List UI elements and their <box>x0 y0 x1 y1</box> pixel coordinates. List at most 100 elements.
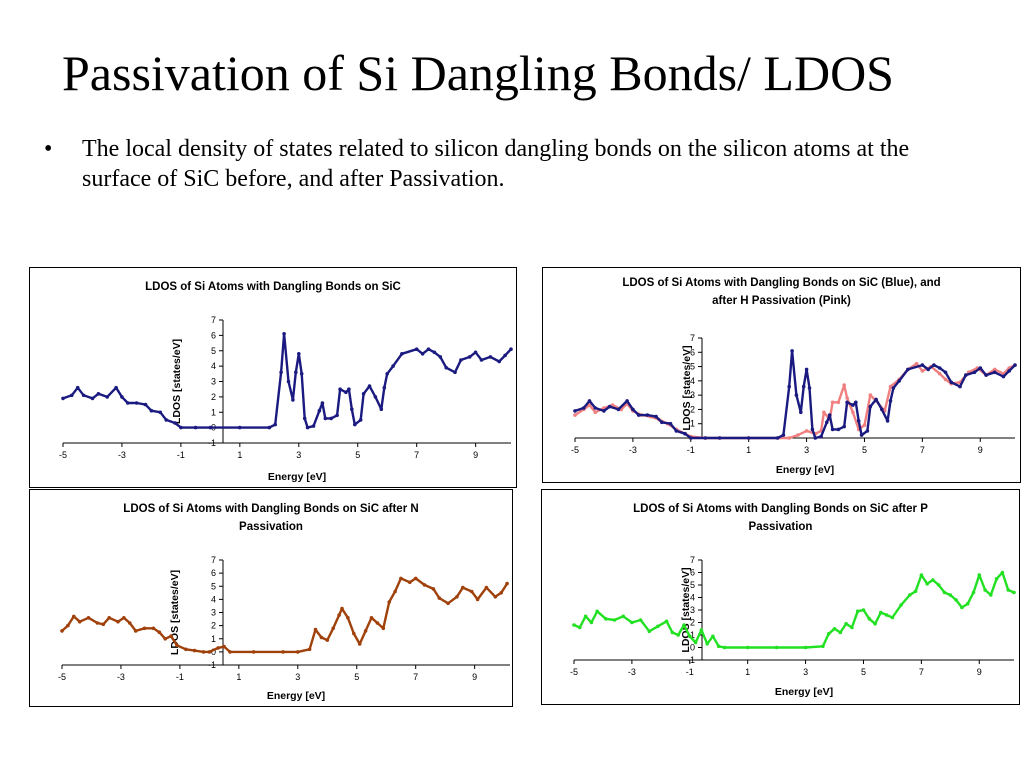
data-point <box>670 630 675 635</box>
data-point <box>587 403 592 407</box>
data-point <box>745 645 750 650</box>
x-axis-label: Energy [eV] <box>267 690 325 702</box>
data-point <box>72 614 76 619</box>
data-point <box>845 396 849 400</box>
chart-svg: LDOS of Si Atoms with Dangling Bonds on … <box>571 277 1017 476</box>
data-point <box>291 398 295 402</box>
data-point <box>836 400 841 405</box>
data-point <box>70 393 74 398</box>
data-point <box>61 396 65 401</box>
data-point <box>311 424 316 428</box>
y-tick-label: 1 <box>211 407 216 417</box>
series-line <box>61 577 509 654</box>
data-point <box>302 416 307 421</box>
data-point <box>133 629 138 633</box>
data-point <box>361 392 366 396</box>
data-point <box>989 593 993 597</box>
data-point <box>977 573 982 577</box>
data-point <box>604 617 608 621</box>
data-point <box>509 347 513 351</box>
data-point <box>400 352 404 356</box>
data-point <box>1012 590 1016 595</box>
data-point <box>890 615 895 620</box>
chart-panel-unpassivated: LDOS of Si Atoms with Dangling Bonds on … <box>29 267 517 488</box>
data-point <box>382 385 387 390</box>
series-0 <box>572 570 1016 650</box>
chart-panel-p-passivation: LDOS of Si Atoms with Dangling Bonds on … <box>541 489 1020 705</box>
x-tick-label: 1 <box>236 672 241 682</box>
data-point <box>572 623 576 627</box>
data-point <box>393 589 397 594</box>
data-point <box>859 433 864 437</box>
x-tick-label: -5 <box>571 445 579 455</box>
y-tick-label: 1 <box>690 630 695 640</box>
data-point <box>813 436 818 440</box>
data-point <box>399 576 403 581</box>
data-point <box>794 393 799 397</box>
data-point <box>391 364 395 368</box>
data-point <box>595 609 599 614</box>
data-point <box>884 613 889 617</box>
data-point <box>414 347 419 351</box>
chart-title: LDOS of Si Atoms with Dangling Bonds on … <box>622 277 940 289</box>
data-point <box>305 425 310 430</box>
data-point <box>668 421 673 426</box>
data-point <box>437 596 442 600</box>
data-point <box>774 645 779 650</box>
data-point <box>329 416 334 421</box>
data-point <box>358 418 363 422</box>
data-point <box>469 589 474 594</box>
data-point <box>850 625 854 630</box>
x-tick-label: 1 <box>746 445 751 455</box>
data-point <box>716 644 721 649</box>
data-point <box>593 406 598 410</box>
data-point <box>169 634 173 638</box>
data-point <box>420 352 425 356</box>
data-point <box>593 410 598 415</box>
series-0 <box>61 332 513 430</box>
x-tick-label: 3 <box>295 672 300 682</box>
data-point <box>455 595 459 599</box>
data-point <box>228 650 232 654</box>
data-point <box>373 395 378 399</box>
data-point <box>319 635 324 640</box>
data-point <box>914 361 919 366</box>
data-point <box>331 626 336 631</box>
data-point <box>432 350 437 355</box>
data-point <box>825 420 829 425</box>
data-point <box>352 631 356 636</box>
x-tick-label: 1 <box>237 450 242 460</box>
data-point <box>273 422 277 427</box>
data-point <box>95 621 100 625</box>
data-point <box>801 384 806 389</box>
data-point <box>149 408 154 413</box>
data-point <box>294 370 298 375</box>
chart-svg: LDOS of Si Atoms with Dangling Bonds on … <box>59 281 513 483</box>
data-point <box>854 400 858 405</box>
data-point <box>453 370 457 375</box>
x-tick-label: 5 <box>354 672 359 682</box>
data-point <box>616 407 621 412</box>
data-point <box>807 386 812 390</box>
data-point <box>286 379 291 384</box>
data-point <box>906 367 910 372</box>
data-point <box>948 593 953 597</box>
data-point <box>340 606 344 611</box>
y-tick-label: 4 <box>211 361 216 371</box>
y-tick-label: 2 <box>690 404 695 414</box>
data-point <box>353 422 357 427</box>
data-point <box>459 358 463 362</box>
data-point <box>943 370 948 375</box>
data-point <box>880 407 884 412</box>
data-point <box>422 583 427 587</box>
data-point <box>173 421 177 425</box>
data-point <box>897 379 901 383</box>
data-point <box>320 401 325 405</box>
data-point <box>175 643 179 648</box>
data-point <box>703 436 708 440</box>
data-point <box>926 367 930 372</box>
x-tick-label: -1 <box>687 445 695 455</box>
data-point <box>654 414 658 419</box>
data-point <box>612 618 617 622</box>
data-point <box>163 637 167 641</box>
